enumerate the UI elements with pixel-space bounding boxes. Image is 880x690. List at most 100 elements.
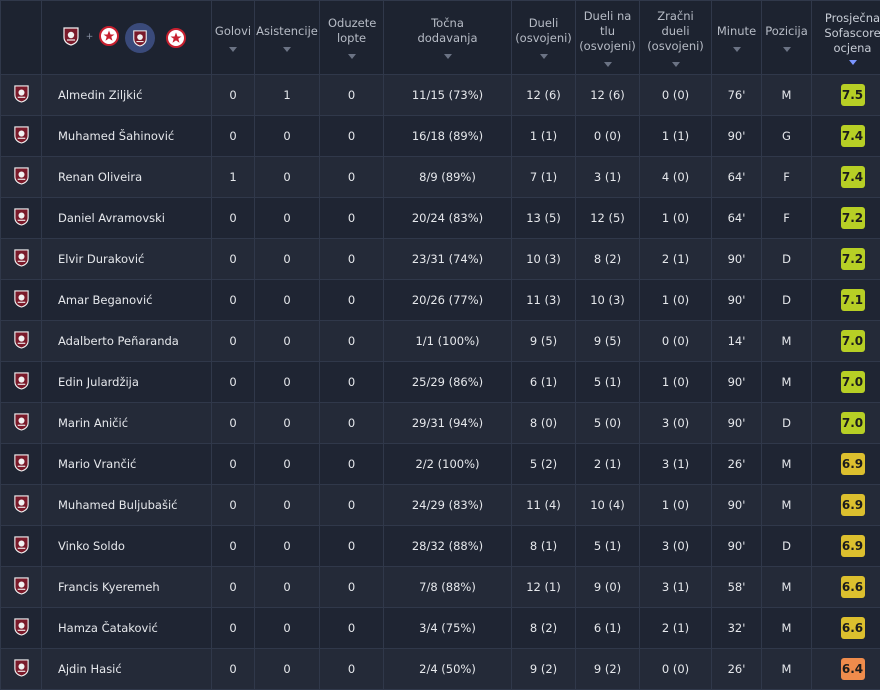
stat-passes: 2/2 (100%) bbox=[384, 444, 512, 485]
stat-duels: 9 (5) bbox=[512, 321, 576, 362]
column-header-aerial-duels[interactable]: Zračni dueli (osvojeni) bbox=[640, 1, 712, 75]
rating-badge[interactable]: 7.4 bbox=[841, 125, 865, 147]
stat-position: D bbox=[762, 280, 812, 321]
rating-badge[interactable]: 6.6 bbox=[841, 617, 865, 639]
player-name[interactable]: Daniel Avramovski bbox=[42, 198, 212, 239]
player-name[interactable]: Renan Oliveira bbox=[42, 157, 212, 198]
column-header-position[interactable]: Pozicija bbox=[762, 1, 812, 75]
stat-ground: 3 (1) bbox=[576, 157, 640, 198]
rating-badge[interactable]: 6.4 bbox=[841, 658, 865, 680]
player-name[interactable]: Muhamed Buljubašić bbox=[42, 485, 212, 526]
rating-badge[interactable]: 6.9 bbox=[841, 453, 865, 475]
stat-passes: 23/31 (74%) bbox=[384, 239, 512, 280]
rating-cell: 7.1 bbox=[812, 280, 880, 321]
fk-sarajevo-crest-icon bbox=[13, 412, 30, 434]
fk-sarajevo-crest-icon bbox=[13, 248, 30, 270]
rating-badge[interactable]: 6.9 bbox=[841, 535, 865, 557]
player-name[interactable]: Amar Beganović bbox=[42, 280, 212, 321]
player-name[interactable]: Ajdin Hasić bbox=[42, 649, 212, 690]
rating-badge[interactable]: 7.4 bbox=[841, 166, 865, 188]
team-crest-cell bbox=[1, 485, 42, 526]
team-toggle-home[interactable] bbox=[125, 23, 155, 53]
fk-sarajevo-crest-icon[interactable] bbox=[62, 26, 80, 50]
column-header-minutes[interactable]: Minute bbox=[712, 1, 762, 75]
stat-assists: 0 bbox=[255, 567, 320, 608]
player-name[interactable]: Francis Kyeremeh bbox=[42, 567, 212, 608]
team-toggle-away[interactable] bbox=[161, 23, 191, 53]
rating-badge[interactable]: 7.2 bbox=[841, 248, 865, 270]
player-name[interactable]: Hamza Čataković bbox=[42, 608, 212, 649]
stat-aerial: 0 (0) bbox=[640, 649, 712, 690]
stat-ground: 10 (4) bbox=[576, 485, 640, 526]
rating-badge[interactable]: 7.0 bbox=[841, 330, 865, 352]
chevron-down-icon bbox=[348, 54, 356, 59]
chevron-down-icon bbox=[444, 54, 452, 59]
rating-badge[interactable]: 6.9 bbox=[841, 494, 865, 516]
stat-goals: 0 bbox=[212, 280, 255, 321]
stat-tackles: 0 bbox=[320, 239, 384, 280]
team-crest-cell bbox=[1, 198, 42, 239]
column-header-passes[interactable]: Točna dodavanja bbox=[384, 1, 512, 75]
rating-badge[interactable]: 7.0 bbox=[841, 412, 865, 434]
player-name[interactable]: Elvir Duraković bbox=[42, 239, 212, 280]
stat-position: D bbox=[762, 403, 812, 444]
rating-badge[interactable]: 7.5 bbox=[841, 84, 865, 106]
stat-minutes: 14' bbox=[712, 321, 762, 362]
stat-passes: 2/4 (50%) bbox=[384, 649, 512, 690]
player-name[interactable]: Almedin Ziljkić bbox=[42, 75, 212, 116]
stat-tackles: 0 bbox=[320, 198, 384, 239]
column-header-tackles[interactable]: Oduzete lopte bbox=[320, 1, 384, 75]
player-name[interactable]: Edin Julardžija bbox=[42, 362, 212, 403]
column-header-duels[interactable]: Dueli (osvojeni) bbox=[512, 1, 576, 75]
rating-cell: 6.6 bbox=[812, 608, 880, 649]
stat-goals: 0 bbox=[212, 403, 255, 444]
player-name[interactable]: Muhamed Šahinović bbox=[42, 116, 212, 157]
team-crest-cell bbox=[1, 567, 42, 608]
stat-tackles: 0 bbox=[320, 567, 384, 608]
stat-assists: 0 bbox=[255, 649, 320, 690]
rating-badge[interactable]: 7.0 bbox=[841, 371, 865, 393]
player-name[interactable]: Marin Aničić bbox=[42, 403, 212, 444]
stat-minutes: 90' bbox=[712, 403, 762, 444]
rating-badge[interactable]: 7.2 bbox=[841, 207, 865, 229]
player-name[interactable]: Adalberto Peñaranda bbox=[42, 321, 212, 362]
stat-ground: 10 (3) bbox=[576, 280, 640, 321]
column-header-rating[interactable]: Prosječna Sofascore ocjena bbox=[812, 1, 880, 75]
stat-aerial: 3 (0) bbox=[640, 526, 712, 567]
stat-aerial: 1 (1) bbox=[640, 116, 712, 157]
stat-tackles: 0 bbox=[320, 444, 384, 485]
column-header-ground-duels[interactable]: Dueli na tlu (osvojeni) bbox=[576, 1, 640, 75]
rating-badge[interactable]: 6.6 bbox=[841, 576, 865, 598]
stat-duels: 11 (4) bbox=[512, 485, 576, 526]
stat-assists: 0 bbox=[255, 280, 320, 321]
team-filter: + bbox=[42, 1, 212, 75]
team-crest-cell bbox=[1, 157, 42, 198]
column-header-goals[interactable]: Golovi bbox=[212, 1, 255, 75]
rating-badge[interactable]: 7.1 bbox=[841, 289, 865, 311]
player-name[interactable]: Vinko Soldo bbox=[42, 526, 212, 567]
player-name[interactable]: Mario Vrančić bbox=[42, 444, 212, 485]
stat-tackles: 0 bbox=[320, 526, 384, 567]
stat-aerial: 2 (1) bbox=[640, 608, 712, 649]
red-star-crest-icon[interactable] bbox=[99, 26, 119, 50]
stat-goals: 0 bbox=[212, 75, 255, 116]
column-header-assists[interactable]: Asistencije bbox=[255, 1, 320, 75]
stat-ground: 5 (1) bbox=[576, 362, 640, 403]
stat-tackles: 0 bbox=[320, 403, 384, 444]
